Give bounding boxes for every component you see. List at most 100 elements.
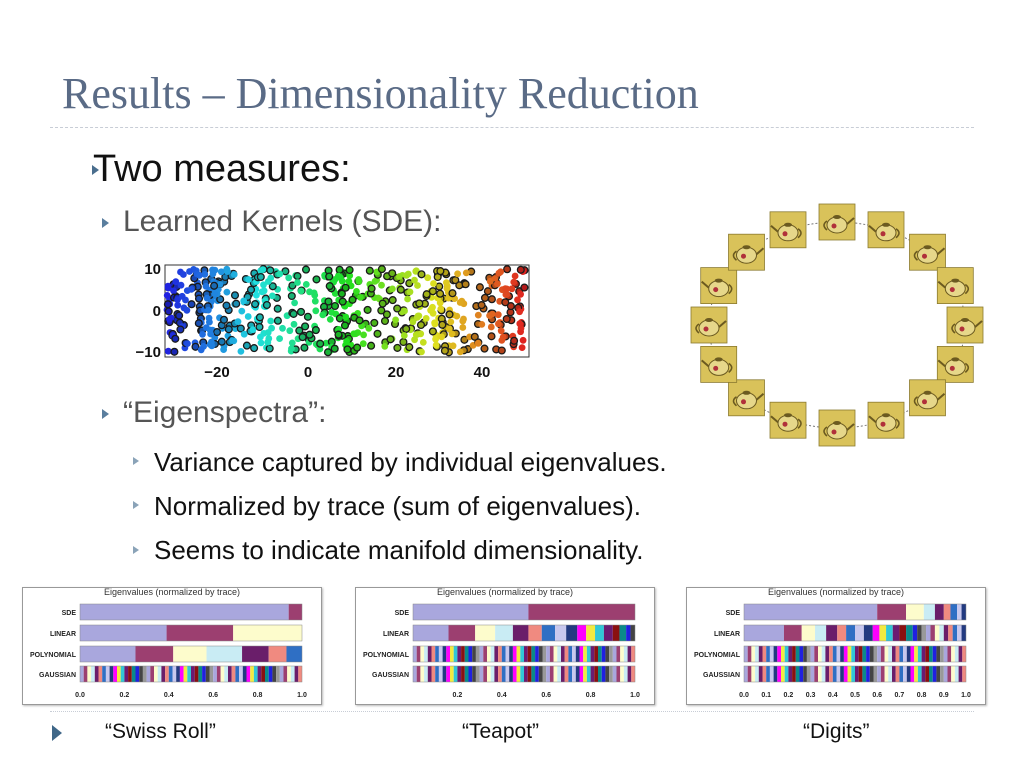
bullet-icon (102, 409, 109, 419)
scatter-point (166, 315, 173, 323)
eigen-bar-segment (468, 646, 473, 662)
scatter-point (323, 348, 333, 357)
scatter-point (286, 327, 294, 335)
scatter-point (487, 295, 496, 304)
scatter-point (396, 285, 405, 294)
eigen-chart-title: Eigenvalues (normalized by trace) (104, 588, 240, 597)
scatter-point (370, 318, 379, 327)
caption-digits: “Digits” (803, 720, 870, 743)
scatter-point (256, 272, 265, 282)
scatter-point (510, 336, 519, 345)
eigen-bar-segment (520, 646, 524, 662)
scatter-point (470, 332, 479, 341)
eigen-bar-segment (165, 666, 169, 682)
eigen-bar-segment (769, 666, 774, 682)
scatter-point (436, 289, 445, 298)
scatter-point (325, 282, 334, 291)
teapot-thumbnail (867, 401, 905, 439)
eigen-bar-segment (590, 666, 595, 682)
eigen-xtick: 0.9 (939, 692, 949, 699)
eigen-bar-segment (568, 646, 573, 662)
eigen-bar-segment (448, 625, 476, 641)
eigen-bar-segment (590, 646, 595, 662)
scatter-point (209, 270, 217, 278)
eigen-bar-segment (161, 666, 166, 682)
scatter-point (311, 297, 319, 305)
scatter-point (186, 268, 193, 275)
eigen-bar-segment (792, 646, 796, 662)
eigen-category-label: LINEAR (714, 631, 740, 638)
eigen-bar-segment (498, 666, 502, 682)
scatter-point (301, 322, 310, 331)
eigen-bar-segment (843, 646, 848, 662)
scatter-point (269, 292, 276, 300)
scatter-point (187, 286, 195, 293)
scatter-point (217, 268, 225, 276)
eigen-bar-segment (579, 646, 584, 662)
eigen-bar-segment (191, 666, 195, 682)
scatter-point (322, 339, 330, 347)
eigen-bar-segment (276, 666, 280, 682)
eigen-bar-segment (826, 625, 838, 641)
eigen-xtick: 0.3 (806, 692, 816, 699)
eigen-xtick: 0.7 (895, 692, 905, 699)
eigen-bar-segment (424, 666, 428, 682)
eigen-bar-segment (150, 666, 154, 682)
teapot-ring-embedding (690, 203, 984, 447)
eigen-bar-segment (172, 666, 177, 682)
scatter-point (415, 299, 424, 308)
scatter-point (164, 307, 173, 316)
scatter-point (393, 343, 402, 352)
eigen-bar-segment (803, 666, 807, 682)
scatter-point (474, 339, 482, 347)
eigen-bar-segment (877, 666, 881, 682)
teapot-thumbnail (946, 306, 984, 344)
eigen-bar-segment (413, 646, 417, 662)
scatter-point (404, 295, 411, 303)
scatter-point (357, 294, 364, 301)
eigen-bar-segment (851, 646, 855, 662)
scatter-point (249, 326, 257, 334)
scatter-point (335, 265, 344, 274)
eigen-bar-segment (932, 666, 937, 682)
scatter-point (199, 331, 206, 338)
scatter-point (180, 271, 187, 278)
scatter-point (273, 316, 282, 325)
sub-bullet-normalized: Normalized by trace (sum of eigenvalues)… (154, 491, 641, 521)
eigen-bar-segment (538, 666, 543, 682)
scatter-point (517, 325, 525, 332)
eigen-category-label: LINEAR (383, 631, 409, 638)
eigen-bar-segment (176, 666, 180, 682)
eigen-bar-segment (131, 666, 136, 682)
eigen-chart: Eigenvalues (normalized by trace) SDE LINE… (694, 587, 971, 699)
scatter-point (174, 296, 181, 303)
eigen-bar-segment (233, 625, 302, 641)
eigen-bar-segment (895, 666, 900, 682)
eigen-bar-segment (836, 666, 841, 682)
eigen-bar-segment (246, 666, 251, 682)
scatter-point (365, 266, 374, 275)
eigen-panel-swiss-roll: Eigenvalues (normalized by trace) SDE LINE… (22, 587, 322, 705)
eigen-bar-segment (806, 646, 811, 662)
eigen-bar-segment (829, 666, 833, 682)
eigen-bar-segment (564, 666, 569, 682)
eigen-bar-segment (495, 625, 513, 641)
scatter-point (377, 306, 386, 315)
eigen-bar-segment (899, 625, 907, 641)
scatter-point (474, 311, 482, 319)
eigen-bar-segment (921, 666, 926, 682)
eigen-bar-segment (483, 646, 487, 662)
scatter-point (437, 305, 445, 313)
eigen-bar-segment (921, 625, 927, 641)
eigen-xtick: 0.5 (850, 692, 860, 699)
eigen-bar-segment (914, 646, 918, 662)
eigen-bar-segment (623, 666, 628, 682)
scatter-point (244, 313, 252, 320)
scatter-point (399, 337, 408, 347)
eigen-bar-segment (836, 646, 841, 662)
eigen-bar-segment (777, 666, 781, 682)
eigen-bar-segment (954, 666, 959, 682)
scatter-point (312, 275, 321, 284)
eigen-bar-segment (773, 646, 778, 662)
eigen-bar-segment (777, 646, 781, 662)
